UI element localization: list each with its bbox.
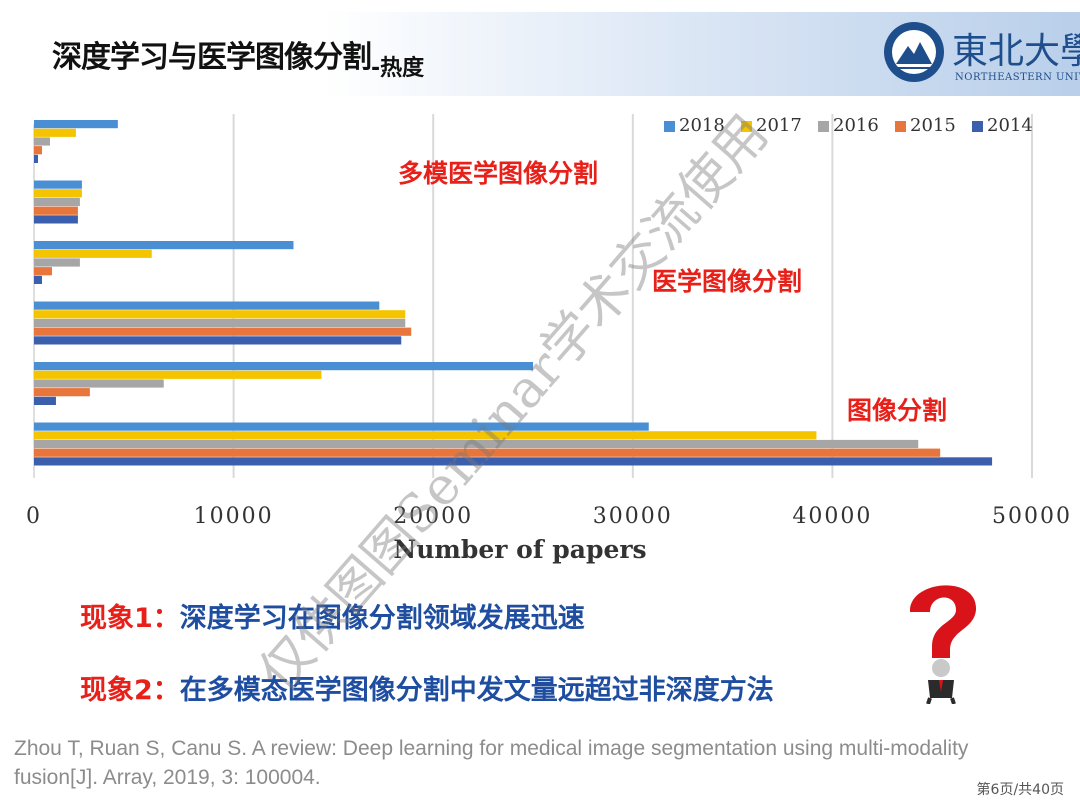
bar-2016-cat3 xyxy=(34,258,80,267)
x-tick-label-50000: 50000 xyxy=(992,504,1072,529)
observation-1-text: 深度学习在图像分割领域发展迅速 xyxy=(179,603,585,634)
legend-swatch-2016 xyxy=(818,121,829,132)
bar-2017-cat3 xyxy=(34,249,152,258)
bar-2017-cat2 xyxy=(34,189,82,198)
legend-swatch-2014 xyxy=(972,121,983,132)
bar-2015-cat4 xyxy=(34,327,412,336)
bar-2015-cat1 xyxy=(34,146,42,155)
bar-2017-cat6 xyxy=(34,431,817,440)
legend-swatch-2017 xyxy=(741,121,752,132)
legend-swatch-2018 xyxy=(664,121,675,132)
annotation-medical: 医学图像分割 xyxy=(652,267,803,296)
university-name: 東北大學 xyxy=(952,31,1080,72)
bar-2015-cat5 xyxy=(34,388,90,397)
reference-citation: Zhou T, Ruan S, Canu S. A review: Deep l… xyxy=(14,737,969,789)
observation-2-text: 在多模态医学图像分割中发文量远超过非深度方法 xyxy=(179,675,774,706)
question-mark-person-icon xyxy=(909,585,977,704)
observation-1-prefix: 现象1： xyxy=(80,603,180,634)
observation-2-prefix: 现象2： xyxy=(80,675,180,706)
annotation-image-segmentation: 图像分割 xyxy=(847,396,948,425)
bar-2014-cat1 xyxy=(34,154,38,163)
x-tick-label-10000: 10000 xyxy=(194,504,274,529)
page-number: 第6页/共40页 xyxy=(976,782,1064,798)
bar-2016-cat2 xyxy=(34,197,80,207)
observation-1: 现象1：深度学习在图像分割领域发展迅速 xyxy=(80,596,585,635)
bar-2018-cat1 xyxy=(34,120,118,129)
legend-label-2018: 2018 xyxy=(679,115,725,136)
bar-2015-cat6 xyxy=(34,448,941,457)
bar-2017-cat1 xyxy=(34,128,76,137)
bar-2016-cat1 xyxy=(34,137,50,146)
legend-label-2015: 2015 xyxy=(910,115,956,136)
logo-inner-circle xyxy=(892,30,936,74)
legend-swatch-2015 xyxy=(895,121,906,132)
bar-2018-cat5 xyxy=(34,362,533,371)
bar-2014-cat6 xyxy=(34,457,993,466)
legend-label-2017: 2017 xyxy=(756,115,802,136)
observation-2: 现象2：在多模态医学图像分割中发文量远超过非深度方法 xyxy=(80,668,774,707)
bar-2016-cat4 xyxy=(34,318,406,328)
bar-2018-cat4 xyxy=(34,301,380,310)
university-english-name: NORTHEASTERN UNIVERSITY xyxy=(955,72,1080,83)
x-tick-label-20000: 20000 xyxy=(393,504,473,529)
x-tick-label-30000: 30000 xyxy=(593,504,673,529)
annotation-multimodal-medical: 多模医学图像分割 xyxy=(398,159,599,188)
title-main: 深度学习与医学图像分割 xyxy=(52,40,372,75)
title-suffix: -热度 xyxy=(371,56,425,81)
bar-2018-cat3 xyxy=(34,241,294,250)
bar-2015-cat3 xyxy=(34,267,52,276)
mountain-icon xyxy=(896,42,932,69)
bar-2017-cat5 xyxy=(34,370,322,379)
bar-2014-cat4 xyxy=(34,336,402,345)
x-tick-label-0: 0 xyxy=(26,504,42,529)
bar-2014-cat5 xyxy=(34,396,56,405)
university-logo-emblem xyxy=(884,22,944,82)
bar-2014-cat2 xyxy=(34,215,78,224)
bar-2015-cat2 xyxy=(34,206,78,215)
bar-2018-cat2 xyxy=(34,180,82,189)
slide-title: 深度学习与医学图像分割-热度 xyxy=(52,32,424,81)
bar-2016-cat5 xyxy=(34,379,164,388)
bar-2014-cat3 xyxy=(34,275,42,284)
legend-label-2016: 2016 xyxy=(833,115,879,136)
x-tick-label-40000: 40000 xyxy=(792,504,872,529)
bar-chart: 0 10000 20000 30000 40000 50000 Number of pape… xyxy=(26,114,1072,564)
bar-2018-cat6 xyxy=(34,422,649,431)
legend-label-2014: 2014 xyxy=(987,115,1033,136)
bar-2017-cat4 xyxy=(34,310,406,319)
bar-2016-cat6 xyxy=(34,439,919,449)
x-axis-title: Number of papers xyxy=(393,535,646,564)
